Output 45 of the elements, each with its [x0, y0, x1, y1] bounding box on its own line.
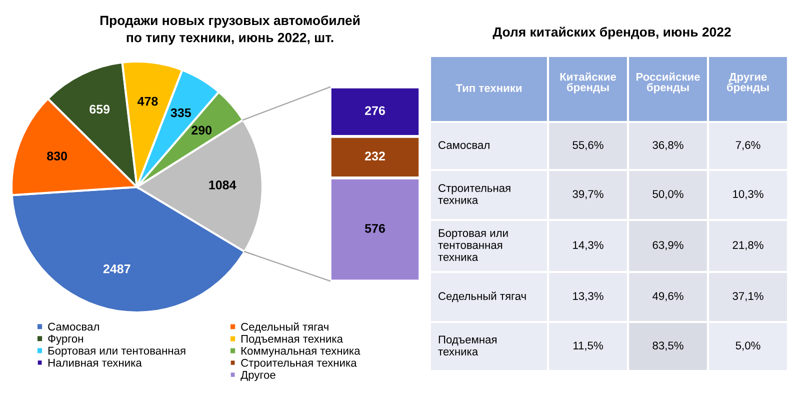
data-label: 1084 [209, 180, 236, 190]
y-tick-label: Строительная техника [438, 184, 510, 204]
x-tick-label: Китайские бренды [560, 72, 616, 94]
y-tick-label: Самосвал [438, 141, 490, 149]
legend-label: Седельный тягач [241, 322, 328, 333]
data-label: 11,5% [574, 342, 603, 351]
data-label: 37,1% [732, 292, 764, 302]
chart-title: Доля китайских брендов, июнь 2022 [492, 26, 731, 40]
legend-label: Подъемная техника [241, 334, 343, 345]
y-tick-label: Подъемная техника [438, 336, 496, 356]
data-label: 39,7% [572, 190, 604, 200]
data-label: 290 [192, 126, 212, 135]
data-label: 2487 [103, 264, 130, 274]
data-label: 36,8% [652, 141, 684, 150]
data-label: 576 [364, 224, 385, 233]
data-label: 10,3% [733, 190, 764, 200]
y-tick-label: Седельный тягач [438, 292, 526, 302]
data-label: 13,3% [573, 292, 604, 302]
data-label: 7,6% [736, 141, 760, 150]
data-label: 14,3% [573, 241, 604, 250]
chart-title: Продажи новых грузовых автомобилей по типу техники, июнь 2022, шт. [100, 15, 360, 45]
x-tick-label: Российские бренды [636, 72, 700, 94]
data-label: 83,5% [652, 342, 684, 351]
data-label: 335 [170, 108, 191, 118]
y-axis-title: Тип техники [456, 84, 522, 92]
legend-label: Другое [240, 371, 276, 381]
data-label: 63,9% [652, 241, 684, 250]
x-tick-label: Другие бренды [726, 73, 769, 94]
data-label: 830 [47, 152, 67, 160]
data-label: 659 [90, 104, 110, 114]
data-label: 5,0% [736, 342, 760, 351]
data-label: 55,6% [572, 141, 604, 150]
legend-label: Наливная техника [48, 358, 142, 367]
legend-label: Коммунальная техника [241, 347, 360, 357]
data-label: 232 [365, 152, 385, 161]
data-label: 50,0% [652, 190, 684, 200]
legend-label: Фургон [48, 334, 83, 345]
legend-label: Самосвал [48, 322, 99, 331]
data-label: 478 [137, 96, 158, 106]
data-label: 276 [365, 106, 385, 116]
legend-label: Бортовая или тентованная [48, 346, 186, 357]
data-label: 49,6% [652, 292, 684, 302]
data-label: 21,8% [732, 241, 764, 250]
legend-label: Строительная техника [241, 358, 357, 369]
y-tick-label: Бортовая или тентованная техника [438, 229, 508, 261]
